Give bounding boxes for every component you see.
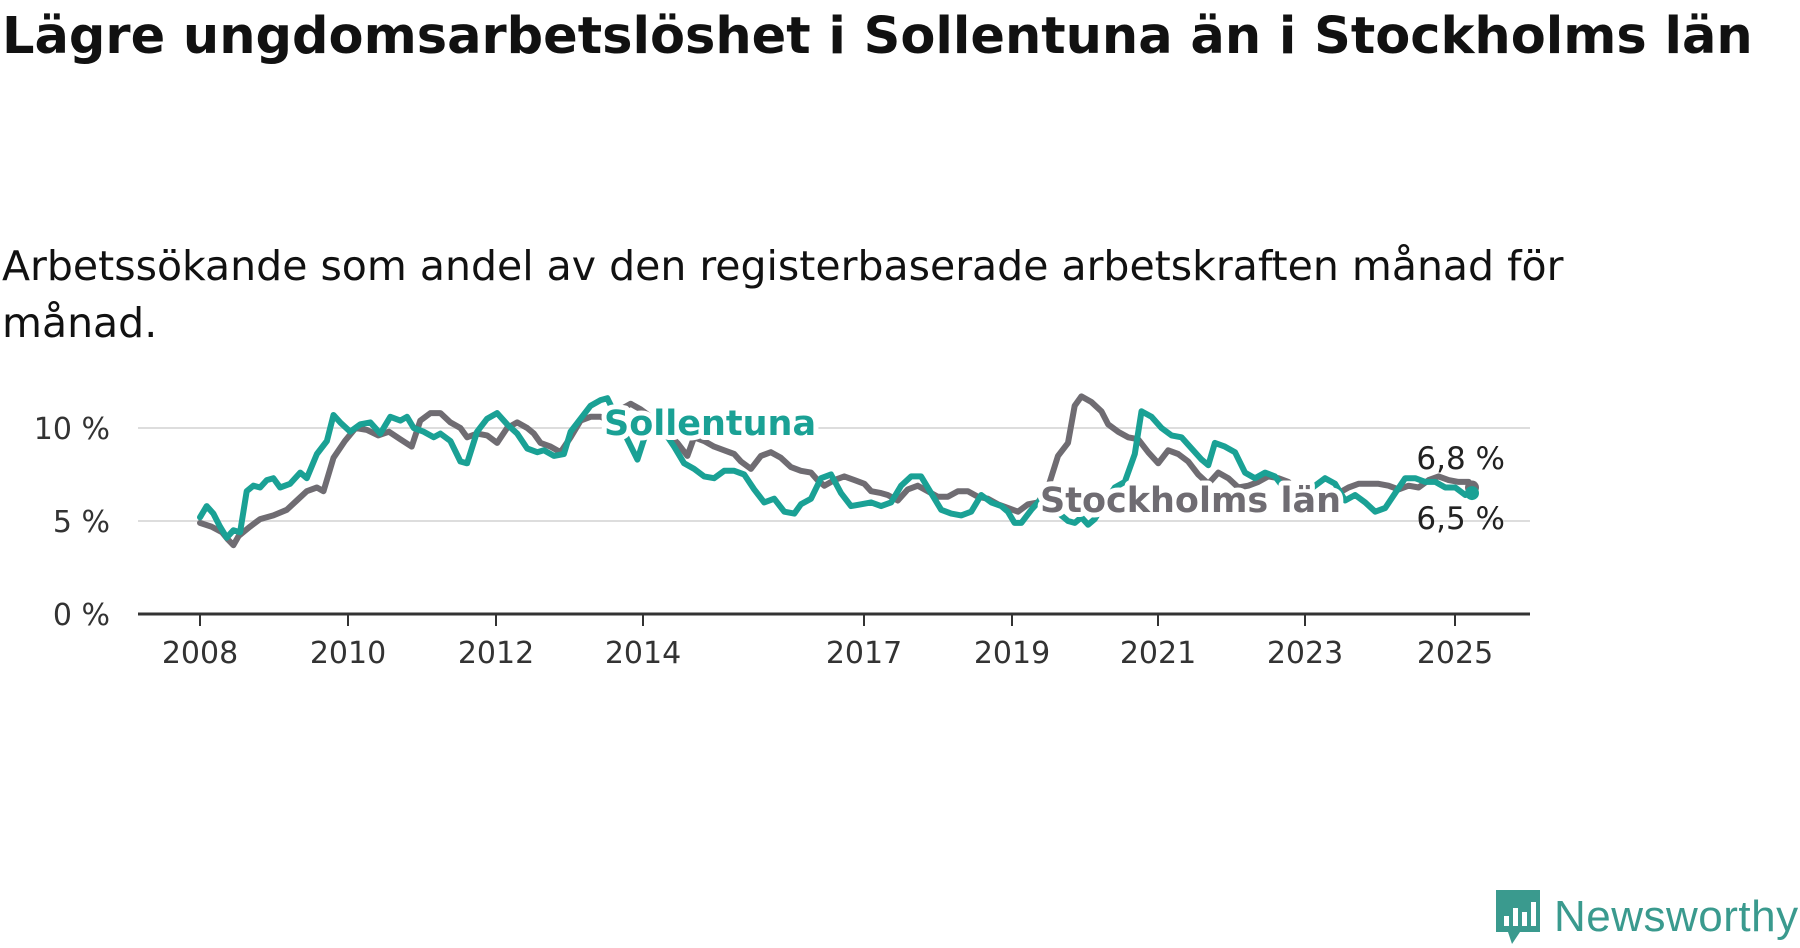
chart-title: Lägre ungdomsarbetslöshet i Sollentuna ä… bbox=[2, 7, 1753, 66]
x-tick-label: 2010 bbox=[310, 636, 386, 671]
x-tick-label: 2012 bbox=[458, 636, 534, 671]
axes: 0 % 5 % 10 % 2008 2010 2012 2014 2017 2019 2021 20… bbox=[34, 412, 1530, 671]
gridlines bbox=[138, 427, 1530, 522]
brand-name: Newsworthy bbox=[1554, 892, 1799, 941]
x-tick-label: 2019 bbox=[974, 636, 1050, 671]
x-tick-label: 2023 bbox=[1267, 636, 1343, 671]
inline-label-sollentuna: Sollentuna bbox=[604, 404, 816, 444]
inline-label-stockholm: Stockholms län bbox=[1040, 481, 1341, 521]
series-line-sollentuna bbox=[197, 395, 1475, 541]
series-lines bbox=[197, 393, 1479, 549]
y-tick-label: 0 % bbox=[53, 598, 110, 633]
x-tick-label: 2014 bbox=[605, 636, 681, 671]
x-tick-label: 2017 bbox=[826, 636, 902, 671]
inline-label-sollentuna-halo: Sollentuna bbox=[604, 404, 816, 444]
y-tick-label: 10 % bbox=[34, 412, 110, 447]
series-labels: 6,8 %6,5 %SollentunaSollentunaStockholms… bbox=[599, 399, 1505, 537]
end-label-sollentuna: 6,5 % bbox=[1416, 501, 1505, 537]
chart-subtitle: Arbetssökande som andel av den registerb… bbox=[2, 242, 1564, 347]
x-tick-label: 2021 bbox=[1120, 636, 1196, 671]
x-tick-label: 2025 bbox=[1417, 636, 1493, 671]
y-tick-label: 5 % bbox=[53, 505, 110, 540]
inline-label-stockholm-halo: Stockholms län bbox=[1040, 481, 1341, 521]
x-tick-label: 2008 bbox=[162, 636, 238, 671]
end-label-stockholm: 6,8 % bbox=[1416, 441, 1505, 477]
newsworthy-logo-icon bbox=[1496, 890, 1540, 944]
newsworthy-logo[interactable]: Newsworthy bbox=[1494, 888, 1799, 946]
end-point-sollentuna bbox=[1465, 486, 1479, 501]
